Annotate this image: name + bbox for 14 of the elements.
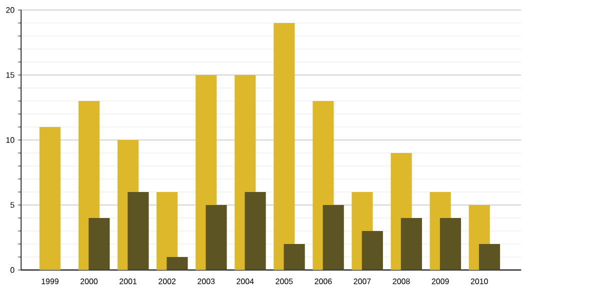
bar	[362, 231, 383, 270]
bar	[274, 22, 295, 270]
bar	[400, 218, 422, 270]
bar	[284, 244, 305, 270]
bar	[322, 205, 344, 270]
bar	[440, 218, 462, 270]
bar	[156, 192, 178, 270]
bar	[166, 257, 188, 270]
bar	[478, 244, 500, 270]
bar	[128, 192, 149, 270]
bar	[39, 126, 61, 270]
bar	[244, 192, 266, 270]
bar	[206, 205, 227, 270]
bar	[88, 218, 110, 270]
